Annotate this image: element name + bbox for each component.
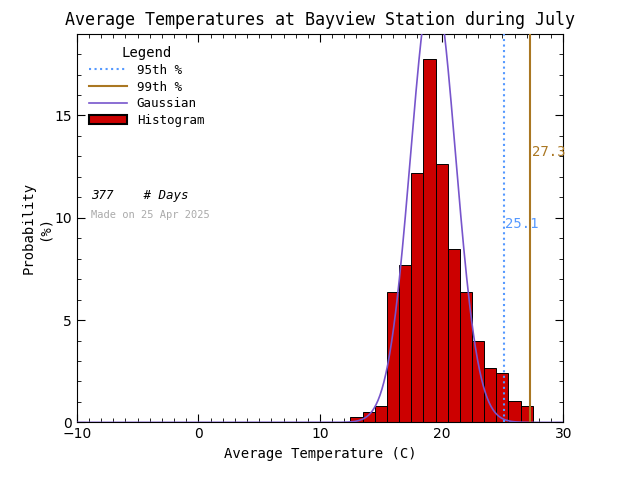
Bar: [509, 401, 521, 422]
Legend: 95th %, 99th %, Gaussian, Histogram: 95th %, 99th %, Gaussian, Histogram: [83, 40, 211, 133]
Bar: [424, 59, 436, 422]
Bar: [351, 417, 363, 422]
Bar: [460, 292, 472, 422]
Bar: [399, 265, 412, 422]
Bar: [387, 292, 399, 422]
Text: 377    # Days: 377 # Days: [92, 189, 189, 202]
Bar: [375, 406, 387, 422]
Bar: [472, 341, 484, 422]
X-axis label: Average Temperature (C): Average Temperature (C): [224, 447, 416, 461]
Text: Made on 25 Apr 2025: Made on 25 Apr 2025: [92, 210, 210, 220]
Title: Average Temperatures at Bayview Station during July: Average Temperatures at Bayview Station …: [65, 11, 575, 29]
Bar: [448, 249, 460, 422]
Bar: [484, 368, 497, 422]
Bar: [521, 406, 533, 422]
Text: 27.3: 27.3: [532, 145, 566, 159]
Text: 25.1: 25.1: [506, 217, 539, 231]
Bar: [412, 173, 424, 422]
Bar: [363, 411, 375, 422]
Bar: [497, 373, 509, 422]
Bar: [436, 164, 448, 422]
Y-axis label: Probability
(%): Probability (%): [21, 182, 52, 274]
